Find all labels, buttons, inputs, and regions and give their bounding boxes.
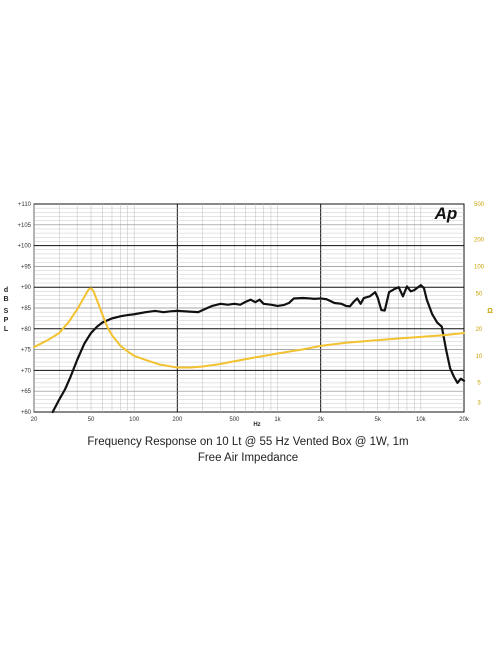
y-right-tick-label: 200	[474, 238, 485, 244]
y-right-tick-label: 100	[474, 264, 485, 270]
x-tick-label: 20	[31, 417, 38, 423]
plot-grid	[33, 203, 465, 413]
y-left-tick-label: +100	[17, 244, 31, 250]
y-left-tick-label: +90	[21, 285, 32, 291]
y-right-tick-label: 20	[476, 327, 483, 333]
axis-ticks: +110 +105 +100 +95 +90 +85 +80 +75 +70 +65 +60 500 2…	[17, 202, 484, 423]
y-axis-right-label: Ω	[487, 308, 493, 315]
chart-caption-subtitle: Free Air Impedance	[197, 452, 299, 464]
chart-caption-title: Frequency Response on 10 Lt @ 55 Hz Vent…	[87, 436, 409, 448]
x-tick-label: 5k	[375, 417, 382, 423]
x-tick-label: 50	[88, 417, 95, 423]
y-left-tick-label: +75	[21, 348, 32, 354]
x-tick-label: 100	[129, 417, 140, 423]
y-left-tick-label: +80	[21, 327, 32, 333]
impedance-curve	[33, 287, 465, 369]
ap-logo: Ap	[434, 204, 458, 223]
x-tick-label: 10k	[416, 417, 427, 423]
y-left-tick-label: +95	[21, 264, 32, 270]
x-tick-label: 500	[229, 417, 240, 423]
y-right-tick-label: 3	[477, 401, 481, 407]
y-right-tick-label: 5	[477, 381, 481, 387]
plot-series	[33, 284, 466, 414]
y-left-tick-label: +65	[21, 389, 32, 395]
y-left-tick-label: +70	[21, 368, 32, 374]
y-left-tick-label: +105	[17, 223, 31, 229]
y-left-tick-label: +85	[21, 306, 32, 312]
x-tick-label: 20k	[459, 417, 470, 423]
y-left-tick-label: +60	[21, 410, 32, 416]
y-left-tick-label: +110	[18, 202, 32, 208]
y-right-tick-label: 50	[476, 291, 483, 297]
spl-curve	[51, 284, 466, 414]
x-axis-label: Hz	[253, 422, 260, 428]
y-right-tick-label: 10	[476, 354, 483, 360]
x-tick-label: 2k	[317, 417, 324, 423]
x-tick-label: 1k	[274, 417, 281, 423]
y-right-tick-label: 500	[474, 202, 485, 208]
x-tick-label: 200	[172, 417, 183, 423]
